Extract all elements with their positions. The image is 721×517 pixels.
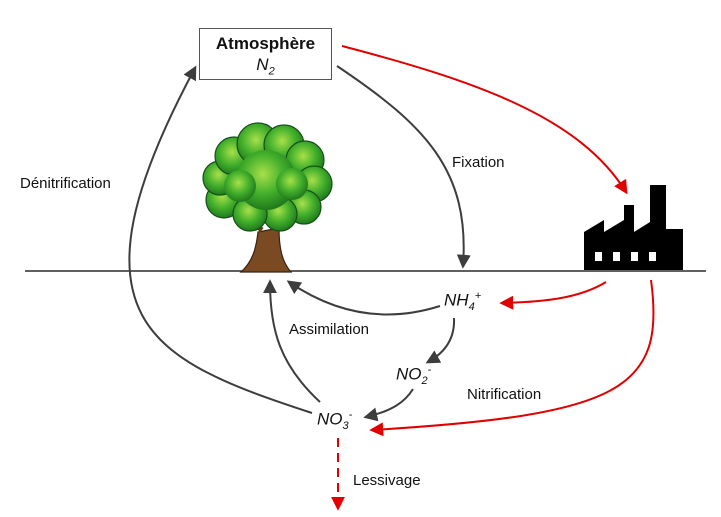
label-assimilation: Assimilation: [289, 321, 370, 338]
nh4-sub: 4: [468, 301, 475, 314]
no3-sub: 3: [342, 420, 349, 433]
no2-sub: 2: [421, 375, 428, 388]
fixation-arrow: [336, 65, 471, 269]
no3-sup: -: [348, 409, 353, 421]
n2-base: N: [256, 55, 269, 74]
atmosphere-title: Atmosphère: [215, 34, 316, 53]
nitrification-no2-no3-arrow: [363, 388, 414, 422]
label-lessivage: Lessivage: [353, 472, 421, 489]
atmosphere-formula: N2: [200, 55, 331, 77]
nitrification-nh4-no2-arrow: [425, 317, 456, 364]
nh4-label: NH4+: [444, 290, 481, 313]
denitrification-arrow: [128, 65, 313, 414]
industrial-fixation-arrow: [341, 45, 628, 195]
no2-base: NO: [396, 364, 422, 384]
assimilation-no3-arrow: [263, 279, 321, 403]
no3-label: NO3-: [317, 409, 352, 432]
no2-sup: -: [427, 364, 432, 376]
assimilation-nh4-arrow: [286, 280, 441, 316]
factory-to-nh4-arrow: [499, 281, 607, 310]
atmosphere-box: Atmosphère N2: [199, 28, 332, 80]
tree-icon: [202, 122, 333, 273]
label-nitrification: Nitrification: [467, 386, 542, 403]
factory-icon: [584, 185, 683, 270]
nh4-base: NH: [444, 290, 469, 310]
n2-sub: 2: [268, 65, 275, 78]
no2-label: NO2-: [396, 364, 431, 387]
label-denitrification: Dénitrification: [20, 175, 111, 192]
nh4-sup: +: [474, 290, 482, 302]
label-fixation: Fixation: [452, 154, 505, 171]
factory-to-no3-arrow: [369, 279, 655, 437]
no3-base: NO: [317, 409, 343, 429]
